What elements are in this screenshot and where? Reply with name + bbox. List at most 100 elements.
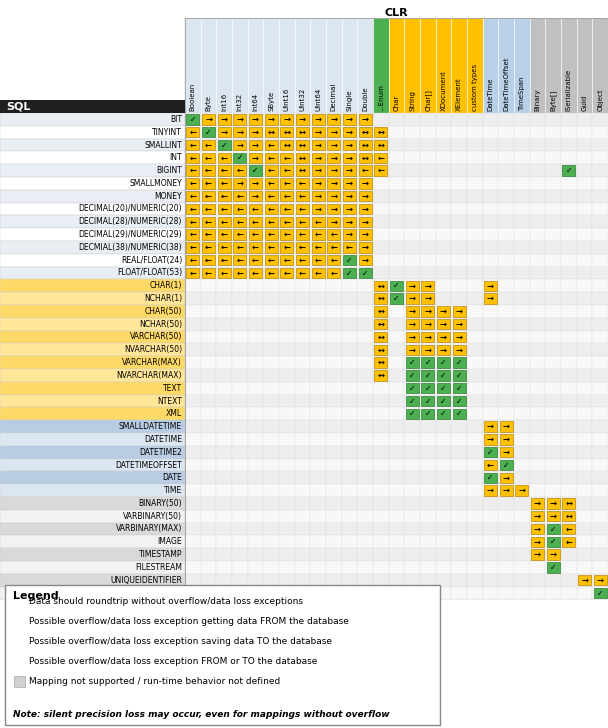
Bar — [263, 472, 279, 484]
Text: ←: ← — [268, 230, 275, 239]
Bar — [279, 344, 295, 356]
Bar — [358, 472, 373, 484]
Bar — [389, 138, 404, 151]
Bar — [451, 395, 467, 408]
Bar — [436, 433, 451, 446]
Bar — [545, 280, 561, 292]
Bar — [483, 472, 499, 484]
Bar — [279, 459, 295, 472]
Bar — [359, 178, 372, 189]
Bar — [296, 127, 309, 138]
Bar — [263, 408, 279, 420]
Bar — [373, 548, 389, 561]
Bar — [545, 433, 561, 446]
Text: UNIQUEIDENTIFIER: UNIQUEIDENTIFIER — [110, 576, 182, 585]
Bar — [296, 242, 309, 253]
Text: ←: ← — [378, 166, 384, 175]
Bar — [561, 254, 576, 266]
Text: Boolean: Boolean — [190, 83, 196, 111]
Bar — [451, 472, 467, 484]
Text: ↔: ↔ — [378, 127, 384, 137]
Bar — [296, 204, 309, 214]
Bar — [295, 472, 310, 484]
Bar — [451, 548, 467, 561]
Bar — [499, 280, 514, 292]
Bar — [185, 446, 201, 459]
Bar — [311, 140, 325, 150]
Bar — [561, 331, 576, 344]
Bar — [247, 561, 263, 574]
Bar — [310, 305, 326, 318]
Text: ↔: ↔ — [565, 512, 572, 521]
Text: →: → — [315, 127, 322, 137]
Bar — [374, 280, 387, 291]
Text: VARBINARY(MAX): VARBINARY(MAX) — [116, 524, 182, 534]
Bar — [373, 408, 389, 420]
Bar — [483, 548, 499, 561]
Bar — [592, 574, 608, 587]
Bar — [185, 18, 201, 113]
Bar — [389, 381, 404, 395]
Bar — [436, 165, 451, 177]
Text: String: String — [409, 90, 415, 111]
Bar — [232, 561, 247, 574]
Bar — [263, 254, 279, 266]
Bar — [216, 202, 232, 215]
Text: SQL: SQL — [6, 102, 30, 111]
Text: →: → — [315, 154, 322, 162]
Text: →: → — [268, 115, 275, 124]
Bar — [467, 381, 483, 395]
Text: →: → — [455, 307, 463, 316]
Text: Possible overflow/data loss exception getting data FROM the database: Possible overflow/data loss exception ge… — [29, 617, 349, 626]
Bar — [373, 126, 389, 138]
Bar — [186, 229, 199, 240]
Bar — [576, 561, 592, 574]
Bar — [530, 202, 545, 215]
Bar — [326, 280, 342, 292]
Bar — [186, 178, 199, 189]
Bar — [483, 113, 499, 126]
Bar — [185, 510, 201, 523]
Bar — [295, 561, 310, 574]
Bar — [576, 305, 592, 318]
Bar — [420, 165, 436, 177]
Bar — [202, 191, 215, 202]
Bar — [592, 523, 608, 535]
Bar — [247, 587, 263, 599]
Bar — [15, 637, 23, 646]
Bar — [247, 151, 263, 165]
Bar — [358, 446, 373, 459]
Bar — [530, 254, 545, 266]
Bar — [483, 165, 499, 177]
Bar — [436, 151, 451, 165]
Bar — [467, 459, 483, 472]
Bar — [514, 510, 530, 523]
Bar — [576, 344, 592, 356]
Text: DECIMAL(20)/NUMERIC(20): DECIMAL(20)/NUMERIC(20) — [78, 205, 182, 213]
Bar — [358, 587, 373, 599]
Bar — [358, 305, 373, 318]
Bar — [342, 215, 358, 228]
Bar — [576, 408, 592, 420]
Text: ←: ← — [283, 243, 291, 252]
Bar — [249, 140, 262, 150]
Bar — [420, 472, 436, 484]
Bar — [296, 229, 309, 240]
Bar — [247, 459, 263, 472]
Bar — [279, 305, 295, 318]
Bar — [15, 657, 23, 666]
Text: ←: ← — [205, 256, 212, 265]
Bar — [359, 217, 372, 227]
Bar — [342, 165, 358, 177]
Text: ✓: ✓ — [206, 127, 212, 137]
Bar — [561, 587, 576, 599]
Bar — [561, 356, 576, 369]
Bar — [263, 523, 279, 535]
Bar — [592, 331, 608, 344]
Bar — [358, 266, 373, 280]
Bar — [216, 356, 232, 369]
Bar — [576, 254, 592, 266]
Text: ←: ← — [299, 179, 306, 188]
Bar — [310, 292, 326, 305]
Bar — [500, 472, 513, 483]
